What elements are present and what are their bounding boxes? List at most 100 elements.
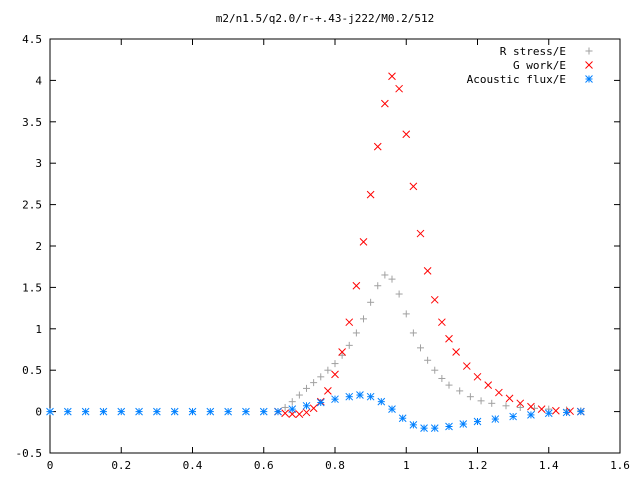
- data-point: [274, 407, 282, 416]
- data-point: [324, 387, 332, 395]
- data-point: [81, 407, 90, 416]
- data-point: [373, 142, 382, 151]
- data-point: [509, 412, 517, 421]
- data-point: [502, 402, 510, 410]
- x-tick-label: 1.2: [468, 459, 488, 472]
- y-axis: -0.5 0 0.5 1 1.5 2 2.5 3 3.5 4 4.5: [16, 33, 620, 460]
- plot-frame: [49, 38, 621, 454]
- data-point: [445, 381, 453, 389]
- x-tick-label: 0.2: [111, 459, 131, 472]
- data-point: [377, 397, 386, 406]
- y-tick-label: 0.5: [22, 364, 42, 377]
- legend-label: R stress/E: [500, 45, 566, 58]
- data-point: [417, 344, 424, 352]
- legend-label: Acoustic flux/E: [467, 73, 566, 86]
- data-point: [431, 366, 439, 374]
- data-point: [367, 298, 375, 306]
- data-point: [388, 405, 396, 413]
- data-point: [477, 397, 485, 405]
- data-point: [398, 414, 407, 423]
- y-tick-label: 1.5: [22, 281, 42, 294]
- data-point: [345, 392, 354, 401]
- y-tick-label: 3: [35, 157, 42, 170]
- data-point: [576, 407, 585, 416]
- data-point: [303, 384, 310, 392]
- data-point: [430, 295, 439, 304]
- legend-label: G work/E: [513, 59, 566, 72]
- chart-title: m2/n1.5/q2.0/r-+.43-j222/M0.2/512: [216, 12, 435, 25]
- data-point: [473, 372, 482, 381]
- data-point: [99, 407, 108, 416]
- data-point: [452, 348, 460, 356]
- data-point: [309, 404, 318, 413]
- y-tick-label: 4: [35, 74, 42, 87]
- data-point: [331, 370, 339, 379]
- data-point: [206, 407, 215, 416]
- data-point: [420, 424, 428, 433]
- y-tick-label: 4.5: [22, 33, 42, 46]
- data-point: [316, 398, 325, 407]
- data-point: [516, 403, 524, 411]
- data-point: [281, 409, 289, 418]
- series-2: [46, 391, 585, 433]
- data-point: [445, 334, 453, 343]
- series-1: [274, 72, 585, 418]
- data-point: [395, 84, 403, 93]
- x-tick-label: 1: [403, 459, 410, 472]
- data-point: [537, 405, 546, 413]
- y-tick-label: 2: [35, 240, 42, 253]
- x-axis: 0 0.2 0.4 0.6 0.8 1 1.2 1.4 1.6: [47, 39, 630, 472]
- data-point: [395, 290, 403, 298]
- data-point: [516, 399, 525, 408]
- data-point: [416, 229, 425, 238]
- data-point: [331, 360, 339, 368]
- data-point: [153, 407, 161, 416]
- data-point: [345, 318, 354, 327]
- data-point: [544, 409, 553, 418]
- data-point: [527, 411, 535, 419]
- data-point: [302, 401, 311, 410]
- data-point: [259, 407, 268, 416]
- data-point: [438, 374, 446, 382]
- data-point: [352, 281, 361, 290]
- data-point: [374, 282, 382, 290]
- data-point: [324, 366, 332, 374]
- legend-marker: [585, 75, 593, 83]
- data-point: [445, 422, 453, 431]
- data-point: [562, 408, 571, 417]
- data-point: [170, 407, 179, 416]
- data-point: [359, 238, 368, 246]
- data-point: [135, 407, 143, 416]
- data-point: [552, 406, 560, 415]
- y-tick-label: 0: [35, 406, 42, 419]
- data-point: [459, 420, 468, 428]
- data-point: [352, 329, 360, 337]
- data-point: [388, 275, 396, 283]
- data-point: [302, 408, 311, 417]
- y-tick-label: -0.5: [16, 447, 43, 460]
- data-point: [281, 403, 289, 411]
- data-point: [462, 362, 471, 370]
- legend-marker: [585, 47, 593, 55]
- data-point: [491, 415, 500, 423]
- x-tick-label: 0: [47, 459, 54, 472]
- data-point: [224, 407, 232, 416]
- data-point: [409, 182, 418, 191]
- legend-marker: [585, 61, 593, 69]
- y-tick-label: 1: [35, 323, 42, 336]
- data-point: [288, 405, 297, 413]
- data-point: [381, 271, 389, 279]
- data-point: [317, 373, 325, 381]
- x-tick-label: 0.4: [183, 459, 203, 472]
- x-tick-label: 1.4: [539, 459, 559, 472]
- data-point: [356, 391, 364, 399]
- data-point: [466, 393, 474, 401]
- x-tick-label: 0.8: [325, 459, 345, 472]
- series-0: [274, 271, 585, 416]
- data-point: [63, 407, 72, 416]
- data-point: [488, 399, 496, 407]
- data-point: [495, 388, 503, 397]
- data-point: [188, 407, 197, 416]
